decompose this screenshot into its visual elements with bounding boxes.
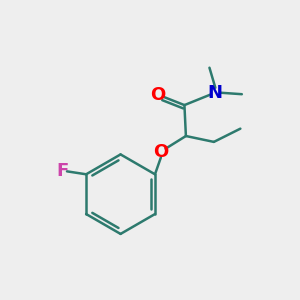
Text: N: N <box>208 84 223 102</box>
Text: F: F <box>56 162 69 180</box>
Text: O: O <box>153 143 169 161</box>
Text: O: O <box>150 86 166 104</box>
